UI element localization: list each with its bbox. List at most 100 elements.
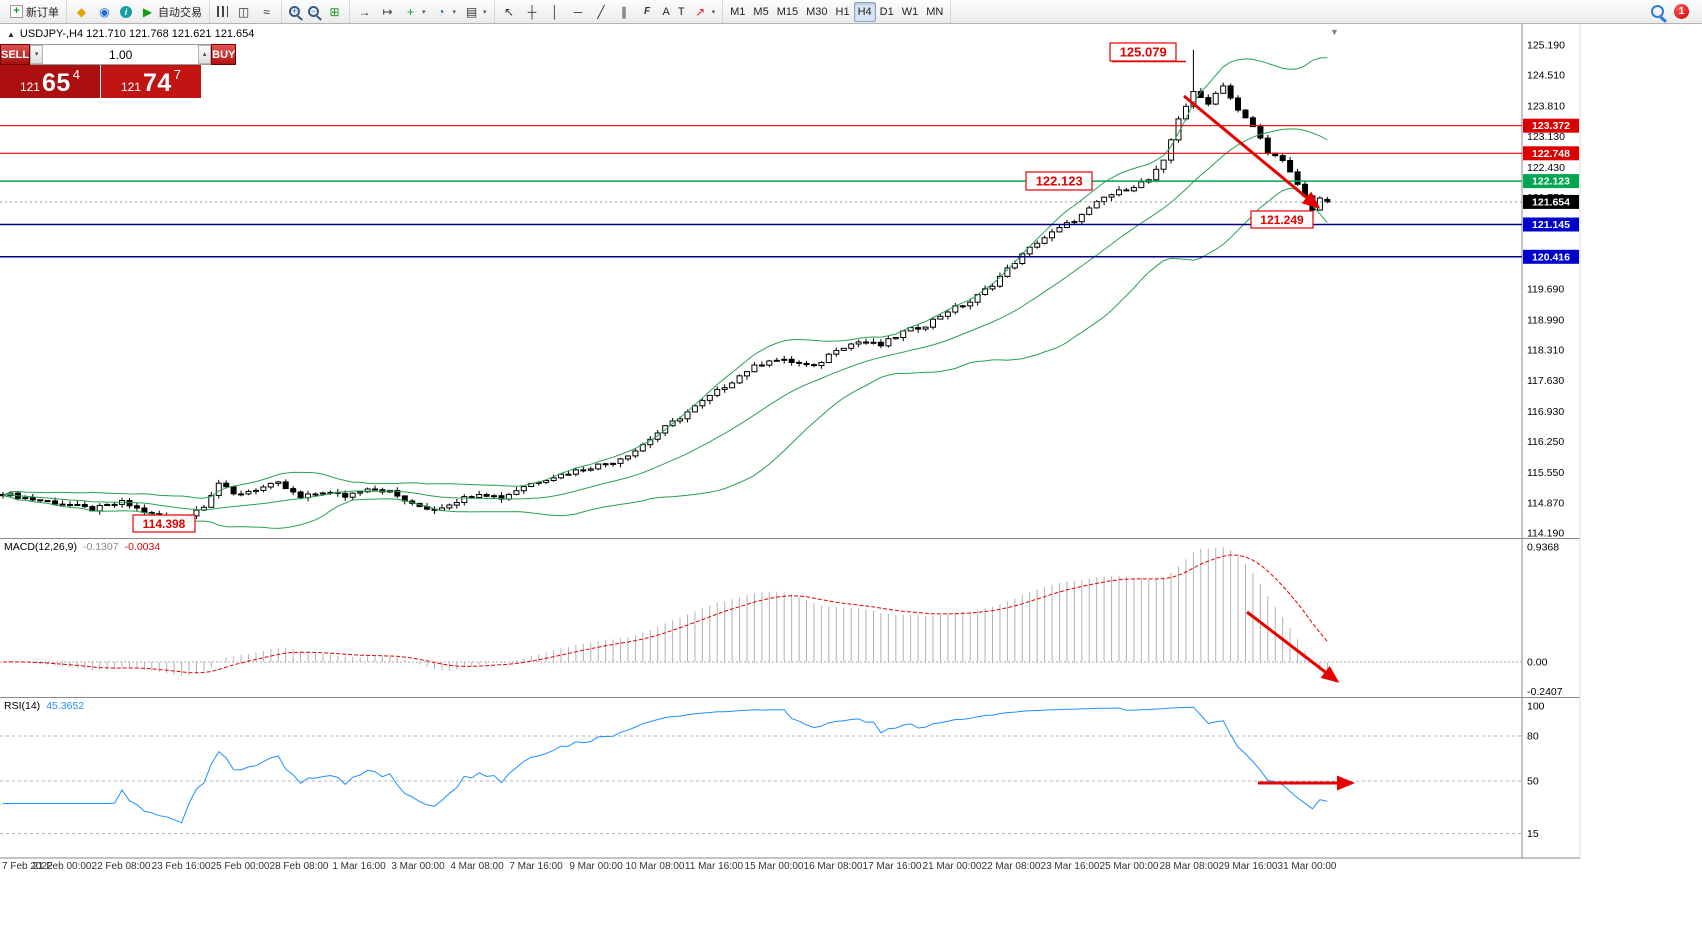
candlestick-chart-button[interactable]: ◫ bbox=[232, 2, 255, 22]
svg-text:117.630: 117.630 bbox=[1527, 375, 1564, 387]
dropdown-caret-icon: ▾ bbox=[452, 8, 457, 16]
svg-text:4 Mar 08:00: 4 Mar 08:00 bbox=[450, 861, 504, 872]
timeframe-d1[interactable]: D1 bbox=[876, 2, 898, 22]
chart-symbol-icon: ▲ bbox=[7, 29, 15, 39]
help-button[interactable]: i bbox=[116, 2, 136, 22]
chart-shift-marker: ▼ bbox=[1330, 27, 1339, 37]
timeframe-m15-label: M15 bbox=[776, 5, 799, 18]
templates-button[interactable]: ▤ ▾ bbox=[460, 2, 491, 22]
macd-histogram bbox=[0, 547, 1522, 677]
toolbar: + 新订单 ◆ ◉ i ▶ 自动交易 ◫ ≈ + − ⊞ → ↦ + ▾ ◔ ▾ ▤ ▾ ↖ ┼ │ ─ ╱ ∥ F A T ↗ ▾ M1 M5… bbox=[0, 0, 1702, 24]
rsi-name: RSI(14) bbox=[4, 700, 41, 712]
sell-price-sup: 4 bbox=[72, 67, 81, 82]
svg-text:100: 100 bbox=[1527, 701, 1545, 713]
svg-text:25 Mar 00:00: 25 Mar 00:00 bbox=[1100, 861, 1159, 872]
horizontal-lines: 123.372 122.748 122.123 121.145 120.416 bbox=[0, 118, 1579, 264]
timeframe-mn[interactable]: MN bbox=[922, 2, 947, 22]
tile-windows-button[interactable]: ⊞ bbox=[323, 2, 346, 22]
channel-button[interactable]: ∥ bbox=[613, 2, 636, 22]
rsi-panel bbox=[0, 706, 1522, 834]
trend-arrows bbox=[1183, 94, 1355, 791]
sell-button[interactable]: SELL bbox=[0, 44, 31, 65]
arrows-button[interactable]: ↗ ▾ bbox=[689, 2, 720, 22]
timeframe-mn-label: MN bbox=[926, 5, 944, 18]
zoom-out-button[interactable]: − bbox=[304, 2, 323, 22]
timeframe-h4[interactable]: H4 bbox=[853, 1, 876, 22]
svg-text:121.654: 121.654 bbox=[1532, 196, 1570, 208]
svg-text:0.00: 0.00 bbox=[1527, 657, 1548, 669]
trendline-button[interactable]: ╱ bbox=[590, 2, 613, 22]
new-order-icon: + bbox=[10, 5, 23, 18]
timeframe-h1[interactable]: H1 bbox=[832, 2, 854, 22]
crosshair-icon: ┼ bbox=[527, 4, 537, 19]
timeframe-m30[interactable]: M30 bbox=[802, 2, 831, 22]
svg-text:122.123: 122.123 bbox=[1036, 174, 1083, 189]
fibonacci-icon: F bbox=[643, 6, 651, 17]
horizontal-line-button[interactable]: ─ bbox=[567, 2, 590, 22]
timeframe-d1-label: D1 bbox=[879, 5, 894, 18]
community-icon: ◉ bbox=[99, 4, 110, 19]
crosshair-button[interactable]: ┼ bbox=[521, 2, 544, 22]
svg-text:121.249: 121.249 bbox=[1260, 213, 1304, 227]
text-label-button[interactable]: T bbox=[674, 2, 689, 22]
svg-text:21 Feb 00:00: 21 Feb 00:00 bbox=[33, 861, 92, 872]
toolbar-right: 1 bbox=[1648, 1, 1699, 23]
autotrading-button-label: 自动交易 bbox=[158, 6, 202, 19]
bollinger-bands bbox=[2, 57, 1328, 529]
notification-badge[interactable]: 1 bbox=[1674, 4, 1689, 19]
timeframe-h4-label: H4 bbox=[857, 5, 872, 18]
timeframe-m5[interactable]: M5 bbox=[749, 2, 772, 22]
vertical-line-button[interactable]: │ bbox=[544, 2, 567, 22]
line-chart-icon: ≈ bbox=[263, 4, 270, 19]
line-chart-button[interactable]: ≈ bbox=[255, 2, 278, 22]
volume-increase-button[interactable]: ▴ bbox=[198, 45, 212, 64]
toolbar-group-timeframes: M1 M5 M15 M30 H1 H4 D1 W1 MN bbox=[723, 0, 952, 23]
volume-decrease-button[interactable]: ▾ bbox=[30, 45, 44, 64]
buy-price[interactable]: 121 74 7 bbox=[101, 65, 201, 98]
community-button[interactable]: ◉ bbox=[93, 2, 116, 22]
indicators-icon: + bbox=[406, 4, 414, 19]
svg-text:123.372: 123.372 bbox=[1532, 120, 1570, 132]
trendline-icon: ╱ bbox=[597, 4, 605, 19]
zoom-in-button[interactable]: + bbox=[285, 2, 304, 22]
timeframe-m5-label: M5 bbox=[753, 5, 769, 18]
search-icon[interactable] bbox=[1651, 5, 1664, 18]
current-price-line: 121.654 bbox=[0, 194, 1579, 209]
autotrading-button[interactable]: ▶ 自动交易 bbox=[136, 2, 206, 22]
panel-separators bbox=[0, 24, 1581, 859]
bar-chart-button[interactable] bbox=[213, 2, 232, 22]
timeframe-m1[interactable]: M1 bbox=[726, 2, 749, 22]
text-button[interactable]: A bbox=[659, 2, 674, 22]
hline-icon: ─ bbox=[573, 4, 583, 19]
sell-price[interactable]: 121 65 4 bbox=[0, 65, 100, 98]
toolbar-group-objects: ↖ ┼ │ ─ ╱ ∥ F A T ↗ ▾ bbox=[495, 0, 724, 23]
timeframe-h1-label: H1 bbox=[835, 5, 850, 18]
svg-text:123.810: 123.810 bbox=[1527, 101, 1565, 113]
chart-shift-button[interactable]: ↦ bbox=[376, 2, 399, 22]
svg-text:116.930: 116.930 bbox=[1527, 406, 1564, 418]
svg-text:16 Mar 08:00: 16 Mar 08:00 bbox=[804, 861, 863, 872]
macd-main-value: -0.1307 bbox=[82, 541, 119, 553]
svg-text:21 Mar 00:00: 21 Mar 00:00 bbox=[923, 861, 982, 872]
periods-button[interactable]: ◔ ▾ bbox=[430, 2, 461, 22]
buy-price-prefix: 121 bbox=[120, 80, 141, 94]
buy-price-sup: 7 bbox=[173, 67, 182, 82]
market-watch-icon: ◆ bbox=[76, 4, 87, 19]
svg-text:114.870: 114.870 bbox=[1527, 497, 1564, 509]
svg-text:118.310: 118.310 bbox=[1527, 345, 1564, 357]
timeframe-w1[interactable]: W1 bbox=[898, 2, 923, 22]
buy-button[interactable]: BUY bbox=[211, 44, 237, 65]
cursor-button[interactable]: ↖ bbox=[498, 2, 521, 22]
rsi-line bbox=[3, 706, 1328, 824]
auto-scroll-button[interactable]: → bbox=[353, 2, 376, 22]
market-watch-button[interactable]: ◆ bbox=[70, 2, 93, 22]
volume-input[interactable] bbox=[43, 45, 199, 64]
svg-text:7 Feb 2022: 7 Feb 2022 bbox=[2, 861, 53, 872]
fibonacci-button[interactable]: F bbox=[636, 2, 659, 22]
timeframe-m15[interactable]: M15 bbox=[773, 2, 802, 22]
new-order-button[interactable]: + 新订单 bbox=[6, 2, 63, 22]
new-order-button-label: 新订单 bbox=[26, 6, 59, 19]
indicators-button[interactable]: + ▾ bbox=[399, 2, 430, 22]
